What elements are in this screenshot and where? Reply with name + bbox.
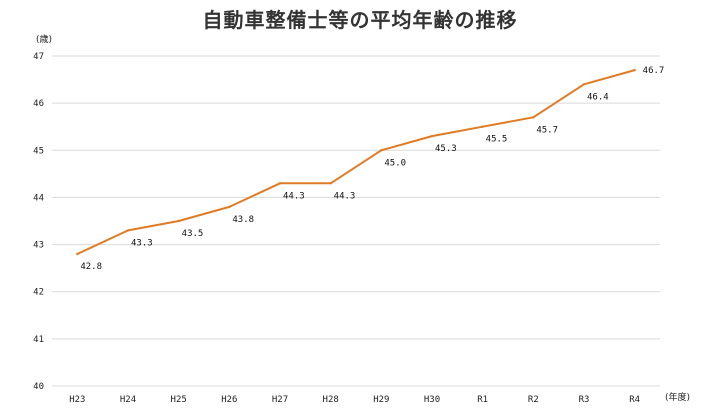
y-tick-label: 44 bbox=[33, 193, 44, 203]
data-label: 44.3 bbox=[334, 191, 356, 201]
data-label: 45.3 bbox=[435, 144, 457, 154]
y-axis-ticks: 40 41 42 43 44 45 46 47 bbox=[33, 52, 44, 392]
data-point bbox=[380, 149, 383, 152]
x-tick-label: H27 bbox=[272, 395, 288, 405]
x-tick-label: R4 bbox=[629, 395, 640, 405]
data-labels: 42.8 43.3 43.5 43.8 44.3 44.3 45.0 45.3 45.5 45.7… bbox=[80, 66, 664, 272]
series-line bbox=[76, 68, 636, 256]
y-tick-label: 45 bbox=[33, 146, 44, 156]
y-tick-label: 47 bbox=[33, 52, 44, 62]
x-tick-label: H28 bbox=[323, 395, 339, 405]
data-label: 45.7 bbox=[536, 125, 558, 135]
x-tick-label: H25 bbox=[171, 395, 187, 405]
y-tick-label: 46 bbox=[33, 99, 44, 109]
x-tick-label: H26 bbox=[221, 395, 237, 405]
x-axis-unit-label: (年度) bbox=[665, 391, 690, 403]
data-point bbox=[177, 219, 180, 223]
x-tick-label: R1 bbox=[477, 395, 488, 405]
y-tick-label: 43 bbox=[33, 241, 44, 251]
data-point bbox=[633, 68, 636, 72]
x-tick-label: H23 bbox=[69, 395, 85, 405]
grid-lines bbox=[52, 55, 660, 387]
series-line-0 bbox=[76, 69, 635, 255]
data-label: 42.8 bbox=[80, 262, 102, 272]
y-tick-label: 41 bbox=[33, 335, 44, 345]
data-point bbox=[532, 116, 535, 119]
x-tick-label: R2 bbox=[528, 395, 539, 405]
data-point bbox=[278, 182, 282, 185]
data-label: 45.0 bbox=[384, 158, 406, 168]
x-tick-label: H29 bbox=[373, 395, 389, 405]
data-label: 43.8 bbox=[232, 215, 254, 225]
data-point bbox=[76, 252, 79, 256]
y-tick-label: 40 bbox=[33, 382, 44, 392]
data-point bbox=[329, 182, 332, 185]
data-label: 46.7 bbox=[643, 66, 665, 76]
data-label: 43.5 bbox=[182, 229, 204, 239]
y-tick-label: 42 bbox=[33, 288, 44, 298]
data-point bbox=[228, 205, 231, 209]
x-tick-label: H24 bbox=[120, 395, 136, 405]
data-label: 45.5 bbox=[486, 135, 508, 145]
x-tick-label: H30 bbox=[424, 395, 440, 405]
x-tick-label: R3 bbox=[579, 395, 590, 405]
x-axis-ticks: H23 H24 H25 H26 H27 H28 H29 H30 R1 R2 R3 R4 bbox=[69, 395, 640, 405]
data-point bbox=[481, 125, 484, 128]
data-point bbox=[430, 134, 434, 138]
y-axis-unit-label: (歳) bbox=[36, 33, 52, 45]
data-point bbox=[582, 83, 586, 86]
chart-title: 自動車整備士等の平均年齢の推移 bbox=[202, 8, 518, 32]
data-point bbox=[126, 229, 130, 232]
data-label: 44.3 bbox=[283, 191, 305, 201]
data-label: 43.3 bbox=[131, 238, 153, 248]
data-label: 46.4 bbox=[587, 92, 609, 102]
